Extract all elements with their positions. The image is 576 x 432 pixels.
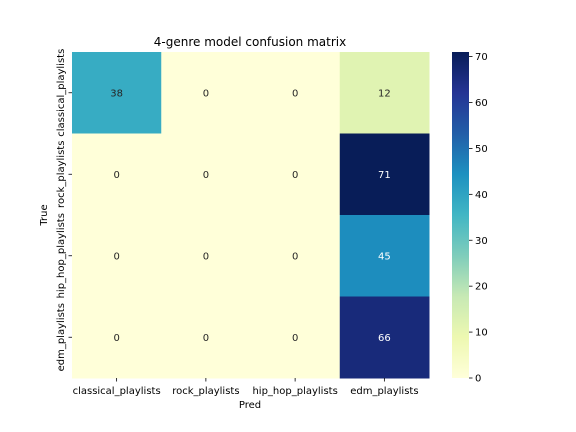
colorbar-tick-label: 0 [475, 374, 481, 385]
heatmap-cell [161, 296, 251, 379]
colorbar-tick-label: 40 [475, 190, 488, 201]
heatmap-cell [250, 52, 341, 134]
colorbar-tick-label: 50 [475, 144, 488, 155]
y-axis-title: True [39, 204, 50, 226]
heatmap-cell [72, 52, 162, 134]
colorbar-tick-label: 10 [475, 328, 488, 339]
heatmap-cell [161, 52, 251, 134]
heatmap-cell [250, 296, 341, 379]
cell-value-label: 38 [110, 88, 123, 99]
cell-value-labels: 38 0 0 12 0 0 0 71 0 0 0 45 0 0 0 66 [110, 88, 390, 344]
y-tick-label: rock_playlists [56, 141, 67, 208]
chart-title: 4-genre model confusion matrix [154, 35, 346, 49]
colorbar-ticks: 0 10 20 30 40 50 60 70 [469, 52, 488, 385]
cell-value-label: 0 [203, 88, 209, 99]
y-tick-label: hip_hop_playlists [56, 213, 67, 298]
heatmap-cell [339, 52, 430, 134]
colorbar-tick-label: 30 [475, 236, 488, 247]
x-tick-label: rock_playlists [172, 386, 239, 397]
y-axis-ticks: classical_playlists rock_playlists hip_hop… [56, 49, 72, 371]
cell-value-label: 0 [292, 170, 298, 181]
cell-value-label: 0 [292, 333, 298, 344]
cell-value-label: 0 [203, 170, 209, 181]
heatmap-grid [72, 52, 430, 379]
cell-value-label: 66 [378, 333, 391, 344]
heatmap-cell [72, 296, 162, 379]
cell-value-label: 12 [378, 88, 391, 99]
x-axis-ticks: classical_playlists rock_playlists hip_hop… [73, 378, 419, 397]
cell-value-label: 0 [203, 333, 209, 344]
x-axis-title: Pred [239, 400, 261, 411]
heatmap-cell [339, 296, 430, 379]
heatmap-cell [339, 133, 430, 216]
cell-value-label: 71 [378, 170, 391, 181]
heatmap-cell [161, 215, 251, 297]
colorbar-tick-label: 60 [475, 98, 488, 109]
cell-value-label: 0 [113, 333, 119, 344]
x-tick-label: classical_playlists [73, 386, 161, 397]
cell-value-label: 0 [292, 251, 298, 262]
cell-value-label: 0 [113, 251, 119, 262]
colorbar-tick-label: 20 [475, 282, 488, 293]
cell-value-label: 45 [378, 251, 391, 262]
x-tick-label: hip_hop_playlists [252, 386, 337, 397]
heatmap-cell [72, 133, 162, 216]
heatmap-cell [339, 215, 430, 297]
x-tick-label: edm_playlists [350, 386, 418, 397]
colorbar-tick-label: 70 [475, 52, 488, 63]
heatmap-cell [250, 133, 341, 216]
cell-value-label: 0 [113, 170, 119, 181]
heatmap-cell [72, 215, 162, 297]
y-tick-label: edm_playlists [56, 303, 67, 371]
y-tick-label: classical_playlists [56, 49, 67, 137]
colorbar [452, 52, 469, 378]
cell-value-label: 0 [203, 251, 209, 262]
heatmap-cell [250, 215, 341, 297]
cell-value-label: 0 [292, 88, 298, 99]
heatmap-cell [161, 133, 251, 216]
